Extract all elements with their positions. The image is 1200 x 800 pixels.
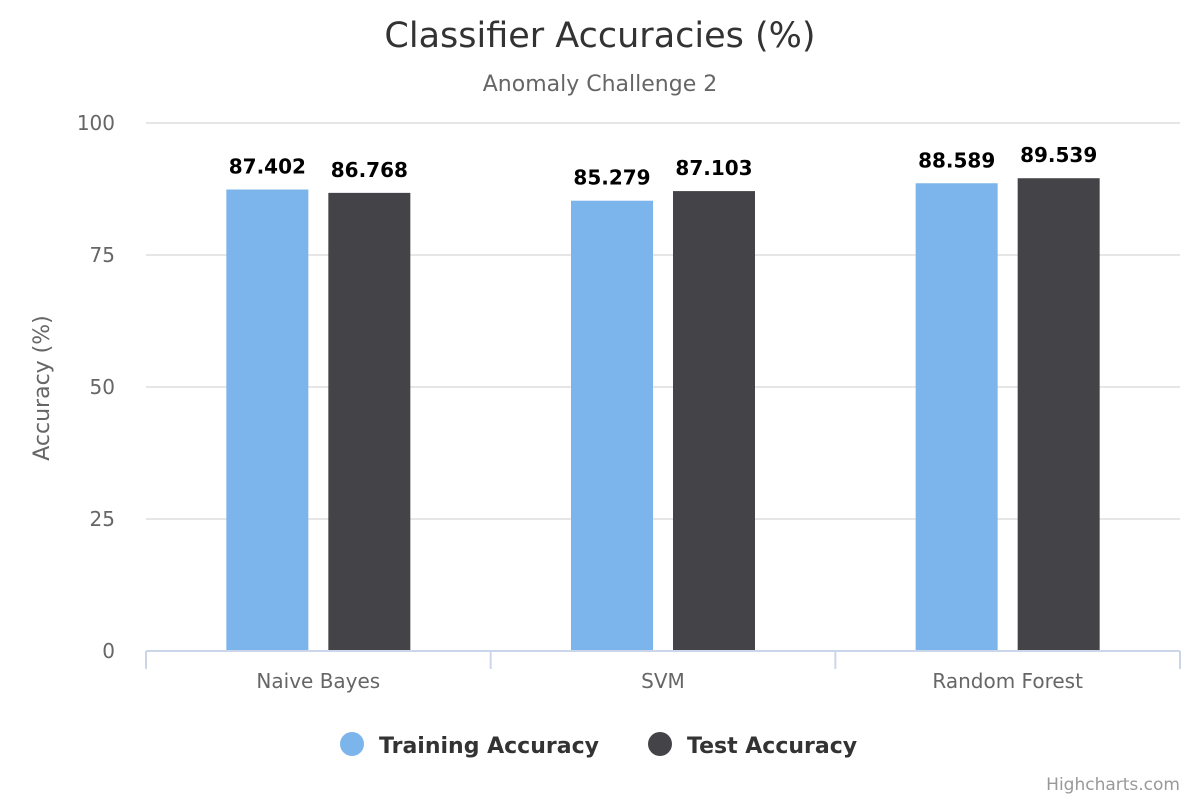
y-axis-ticks: 0 25 50 75 100	[77, 111, 115, 663]
chart-title: Classifier Accuracies (%)	[384, 16, 815, 56]
bar[interactable]	[226, 189, 309, 651]
legend: Training Accuracy Test Accuracy	[340, 732, 857, 759]
legend-item[interactable]: Test Accuracy	[648, 732, 857, 759]
bars	[226, 178, 1100, 652]
data-label: 88.589	[918, 148, 995, 172]
y-tick-label: 25	[90, 507, 115, 531]
legend-label: Test Accuracy	[687, 734, 857, 759]
data-label: 87.402	[229, 155, 306, 179]
y-tick-label: 0	[102, 639, 115, 663]
data-label: 87.103	[675, 156, 752, 180]
legend-marker	[340, 732, 364, 756]
y-tick-label: 100	[77, 111, 115, 135]
bar[interactable]	[328, 192, 411, 651]
bar[interactable]	[1017, 178, 1100, 652]
data-label: 85.279	[573, 166, 650, 190]
x-category-label: SVM	[641, 669, 685, 693]
bar[interactable]	[915, 183, 998, 652]
x-axis: Naive Bayes SVM Random Forest	[145, 650, 1181, 693]
y-tick-label: 50	[90, 375, 115, 399]
data-labels: 87.402 85.279 88.589 86.768 87.103 89.539	[229, 143, 1098, 189]
legend-label: Training Accuracy	[379, 734, 599, 759]
data-label: 89.539	[1020, 143, 1097, 167]
legend-item[interactable]: Training Accuracy	[340, 732, 599, 759]
bar[interactable]	[673, 191, 755, 651]
chart-subtitle: Anomaly Challenge 2	[483, 72, 717, 97]
bar[interactable]	[571, 200, 653, 652]
x-category-label: Naive Bayes	[256, 669, 380, 693]
data-label: 86.768	[331, 158, 408, 182]
y-tick-label: 75	[90, 243, 115, 267]
credits-link[interactable]: Highcharts.com	[1046, 775, 1180, 795]
gridlines	[146, 122, 1180, 520]
legend-marker	[648, 732, 672, 756]
x-category-label: Random Forest	[932, 669, 1083, 693]
y-axis-title: Accuracy (%)	[30, 315, 55, 461]
